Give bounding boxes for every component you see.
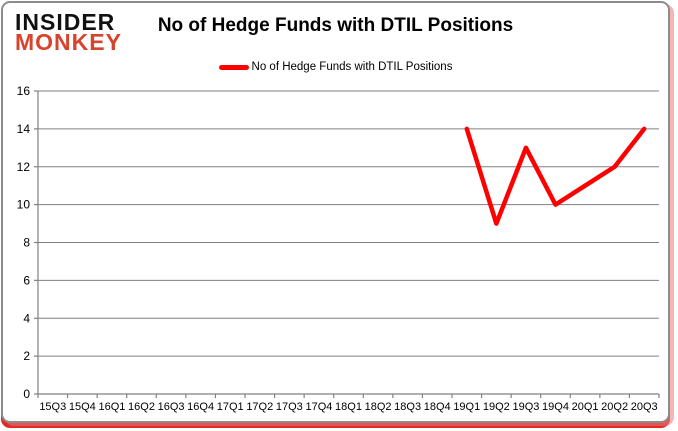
svg-text:16Q4: 16Q4 [187,401,214,413]
y-axis-labels: 0 2 4 6 8 10 12 14 16 [17,84,38,401]
svg-text:6: 6 [23,273,30,287]
svg-text:17Q1: 17Q1 [217,401,244,413]
svg-text:17Q4: 17Q4 [305,401,332,413]
svg-text:10: 10 [17,198,31,212]
svg-text:16Q3: 16Q3 [158,401,185,413]
svg-text:16Q2: 16Q2 [128,401,155,413]
svg-text:17Q3: 17Q3 [276,401,303,413]
chart-title: No of Hedge Funds with DTIL Positions [157,15,514,36]
svg-text:19Q4: 19Q4 [542,401,569,413]
x-axis-labels: 15Q3 15Q4 16Q1 16Q2 16Q3 16Q4 17Q1 17Q2 17Q3 17Q4… [37,394,660,413]
chart-legend: No of Hedge Funds with DTIL Positions [3,61,668,73]
chart-card: INSIDER MONKEY No of Hedge Funds with DT… [1,1,670,423]
svg-text:18Q1: 18Q1 [335,401,362,413]
svg-text:20Q3: 20Q3 [631,401,658,413]
svg-text:18Q2: 18Q2 [365,401,392,413]
svg-text:18Q3: 18Q3 [394,401,421,413]
svg-text:2: 2 [23,349,30,363]
svg-text:16Q1: 16Q1 [98,401,125,413]
svg-text:4: 4 [23,311,30,325]
svg-text:19Q3: 19Q3 [512,401,539,413]
svg-text:12: 12 [17,160,31,174]
svg-text:0: 0 [23,387,30,401]
chart-series-line [464,126,647,226]
svg-text:8: 8 [23,236,30,250]
logo-text-monkey: MONKEY [15,29,122,55]
svg-text:16: 16 [17,84,31,98]
svg-text:19Q1: 19Q1 [453,401,480,413]
svg-text:15Q4: 15Q4 [69,401,96,413]
svg-text:15Q3: 15Q3 [39,401,66,413]
logo-text-insider: INSIDER [15,9,116,35]
insider-monkey-logo: INSIDER MONKEY [15,9,122,55]
svg-text:18Q4: 18Q4 [424,401,451,413]
chart-gridlines [38,90,659,395]
svg-text:20Q1: 20Q1 [572,401,599,413]
legend-label: No of Hedge Funds with DTIL Positions [251,61,453,73]
svg-text:19Q2: 19Q2 [483,401,510,413]
svg-text:17Q2: 17Q2 [246,401,273,413]
svg-text:20Q2: 20Q2 [601,401,628,413]
legend-line-swatch [218,64,249,70]
svg-text:14: 14 [17,122,31,136]
